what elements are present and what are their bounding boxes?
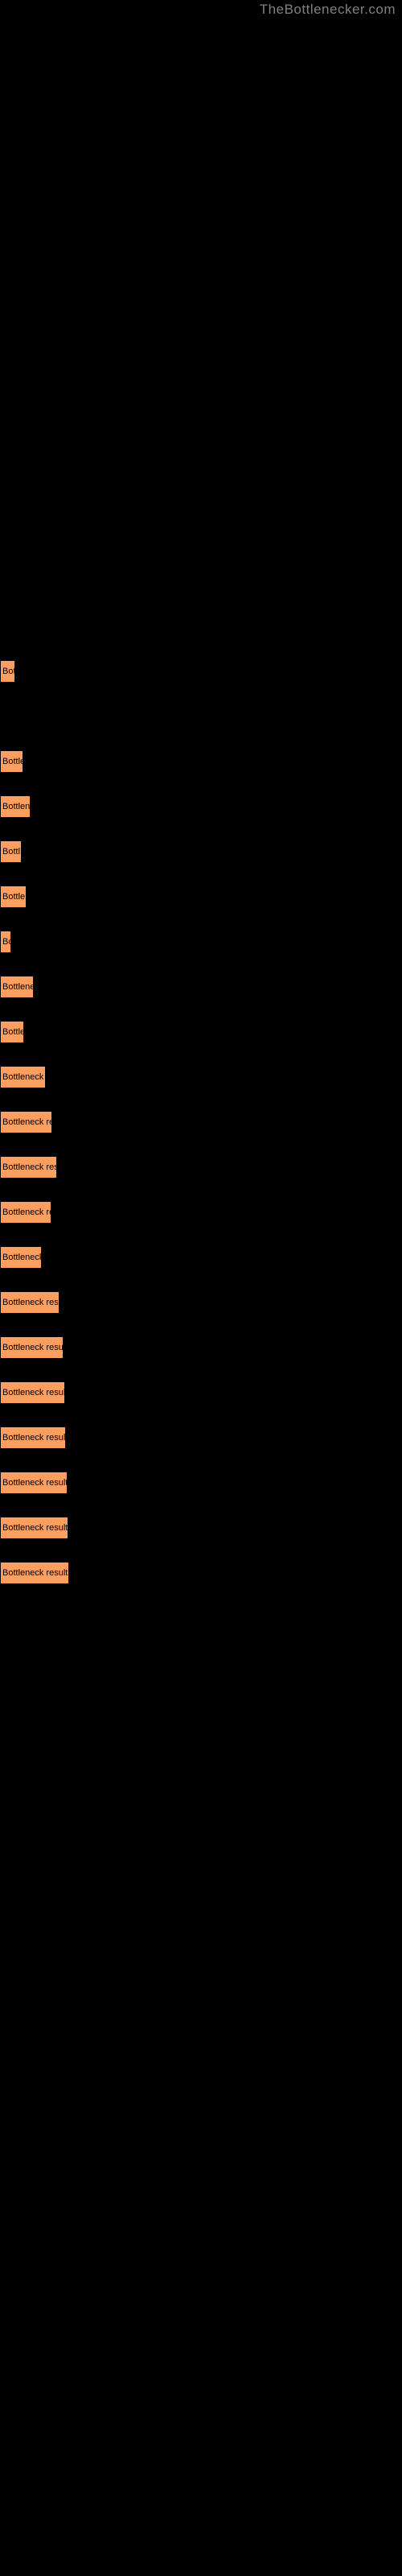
bar-row: Bottleneck result <box>0 1140 402 1185</box>
bar-row: Bottleneck resu <box>0 1185 402 1230</box>
bar: Bottleneck result <box>0 1562 69 1584</box>
bar-row: Bottleneck re <box>0 1050 402 1095</box>
bar-row: Bottleneck result <box>0 1546 402 1591</box>
bar-row: Bot <box>0 644 402 689</box>
bar-row: Bottlen <box>0 779 402 824</box>
bar: Bottleneck re <box>0 1066 46 1088</box>
bar-row: Bottleneck res <box>0 1095 402 1140</box>
bar: Bottl <box>0 840 22 863</box>
bar-label: Bottleneck re <box>2 1072 46 1082</box>
bar-label: Bottle <box>2 1027 24 1037</box>
bar: Bottleneck resu <box>0 1201 51 1224</box>
bar: Bottlenec <box>0 976 34 998</box>
bar: Bottleneck result <box>0 1381 65 1404</box>
bar-label: Bottle <box>2 892 25 902</box>
bar-row: Bottl <box>0 824 402 869</box>
bar: Bottleneck res <box>0 1111 52 1133</box>
bar: Bottleneck r <box>0 1246 42 1269</box>
bar-row: Bottleneck result <box>0 1455 402 1501</box>
bar-label: Bo <box>2 937 11 947</box>
bar-label: Bottleneck result <box>2 1478 68 1488</box>
bar-label: Bottle <box>2 757 23 766</box>
bar: Bottle <box>0 886 27 908</box>
bar-label: Bottleneck result <box>2 1298 59 1307</box>
bar-row: Bo <box>0 914 402 960</box>
bar-label: Bottlen <box>2 802 30 811</box>
bar-chart: Bot Bottle Bottlen Bottl Bottle Bo Bottlenec Bo… <box>0 0 402 1591</box>
bar: Bottleneck result <box>0 1517 68 1539</box>
bar-label: Bottleneck result <box>2 1523 68 1533</box>
bar-row: Bottleneck result <box>0 1410 402 1455</box>
bar: Bot <box>0 660 15 683</box>
bar-row: Bottle <box>0 1005 402 1050</box>
bar-label: Bottlenec <box>2 982 34 992</box>
bar-label: Bot <box>2 667 15 676</box>
bar-label: Bottl <box>2 847 20 857</box>
bar: Bottleneck result <box>0 1156 57 1179</box>
bar-row: Bottleneck result <box>0 1320 402 1365</box>
bar-label: Bottleneck result <box>2 1568 68 1578</box>
bar: Bottle <box>0 750 23 773</box>
bar-label: Bottleneck result <box>2 1343 64 1352</box>
bar-row: Bottleneck result <box>0 1275 402 1320</box>
bar: Bottleneck result <box>0 1336 64 1359</box>
bar-row: Bottleneck result <box>0 1501 402 1546</box>
bar: Bo <box>0 931 11 953</box>
bar-label: Bottleneck r <box>2 1253 42 1262</box>
bar: Bottleneck result <box>0 1291 59 1314</box>
bar-row: Bottle <box>0 869 402 914</box>
bar-row: Bottlenec <box>0 960 402 1005</box>
bar: Bottle <box>0 1021 24 1043</box>
bar-row: Bottleneck r <box>0 1230 402 1275</box>
bar-label: Bottleneck result <box>2 1433 66 1443</box>
bar: Bottleneck result <box>0 1472 68 1494</box>
bar-label: Bottleneck result <box>2 1388 65 1397</box>
bar-label: Bottleneck res <box>2 1117 52 1127</box>
bar-row <box>0 689 402 734</box>
bar-label: Bottleneck resu <box>2 1208 51 1217</box>
bar: Bottlen <box>0 795 31 818</box>
bar-row: Bottleneck result <box>0 1365 402 1410</box>
bar: Bottleneck result <box>0 1426 66 1449</box>
bar-label: Bottleneck result <box>2 1162 57 1172</box>
bar-row: Bottle <box>0 734 402 779</box>
